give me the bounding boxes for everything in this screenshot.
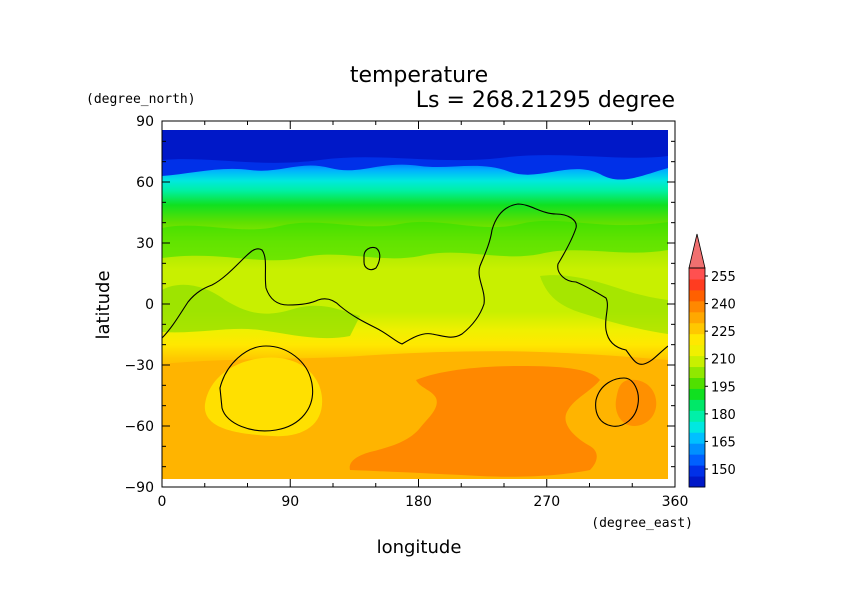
colorbar-label: 225 [711,325,736,340]
colorbar-swatch [689,410,705,422]
polar-core-band [162,130,668,163]
colorbar-swatch [689,300,705,313]
colorbar: 150 165 180 195 210 225 240 255 [688,233,736,488]
colorbar-swatch [689,388,705,400]
y-axis-label: latitude [93,270,114,339]
colorbar-label: 240 [711,298,736,313]
x-tick-label: 90 [281,494,299,510]
contour-tharsis [162,203,668,365]
colorbar-label: 195 [711,380,736,395]
colorbar-swatch [689,344,705,357]
colorbar-swatch [689,268,705,280]
contour-hellas [595,377,639,427]
colorbar-label: 180 [711,408,736,423]
colorbar-extend-arrow [688,233,706,269]
x-tick-label: 360 [662,494,689,510]
temperature-field [162,130,668,479]
y-tick-label: −30 [124,358,154,374]
colorbar-swatch [689,333,705,346]
colorbar-swatch [689,377,705,389]
colorbar-swatch [689,465,705,477]
equatorial-green-patch-east [540,275,668,334]
x-tick-label: 180 [405,494,432,510]
colorbar-label: 255 [711,270,736,285]
chart-subtitle: Ls = 268.21295 degree [416,88,675,113]
colorbar-swatch [689,476,705,488]
y-unit-label: (degree_north) [86,92,196,107]
x-tick-label: 270 [533,494,560,510]
southern-yellow-blob [204,357,323,437]
colorbar-frame [688,267,706,488]
colorbar-swatch [689,421,705,433]
x-axis-label: longitude [377,537,462,558]
contour-argyre [219,345,314,432]
contour-lines [162,203,668,432]
colorbar-swatch [689,432,705,444]
contour-elysium [363,246,381,271]
colorbar-swatch [689,278,705,291]
y-tick-label: −90 [124,480,154,496]
chart-title: temperature [350,63,488,88]
y-tick-label: 60 [136,175,154,191]
colorbar-label: 210 [711,353,736,368]
y-tick-label: −60 [124,419,154,435]
colorbar-swatch [689,355,705,368]
southern-orange-core [349,366,600,477]
colorbar-swatch [689,454,705,466]
colorbar-label: 150 [711,463,736,478]
x-tick-label: 0 [158,494,167,510]
y-tick-label: 0 [145,297,154,313]
x-axis: 0 90 180 270 360 [158,121,689,510]
y-tick-label: 90 [136,114,154,130]
y-tick-label: 30 [136,236,154,252]
x-unit-label: (degree_east) [591,516,693,531]
colorbar-swatch [689,311,705,324]
colorbar-label: 165 [711,435,736,450]
y-axis: 90 60 30 0 −30 −60 −90 [124,114,675,496]
colorbar-swatch [689,322,705,335]
northern-green-wave [162,220,668,261]
colorbar-swatch [689,366,705,378]
equatorial-green-patch [162,284,360,339]
colorbar-swatch [689,289,705,302]
colorbar-swatch [689,399,705,411]
southern-orange-patch-east [615,379,657,426]
colorbar-swatch [689,443,705,455]
